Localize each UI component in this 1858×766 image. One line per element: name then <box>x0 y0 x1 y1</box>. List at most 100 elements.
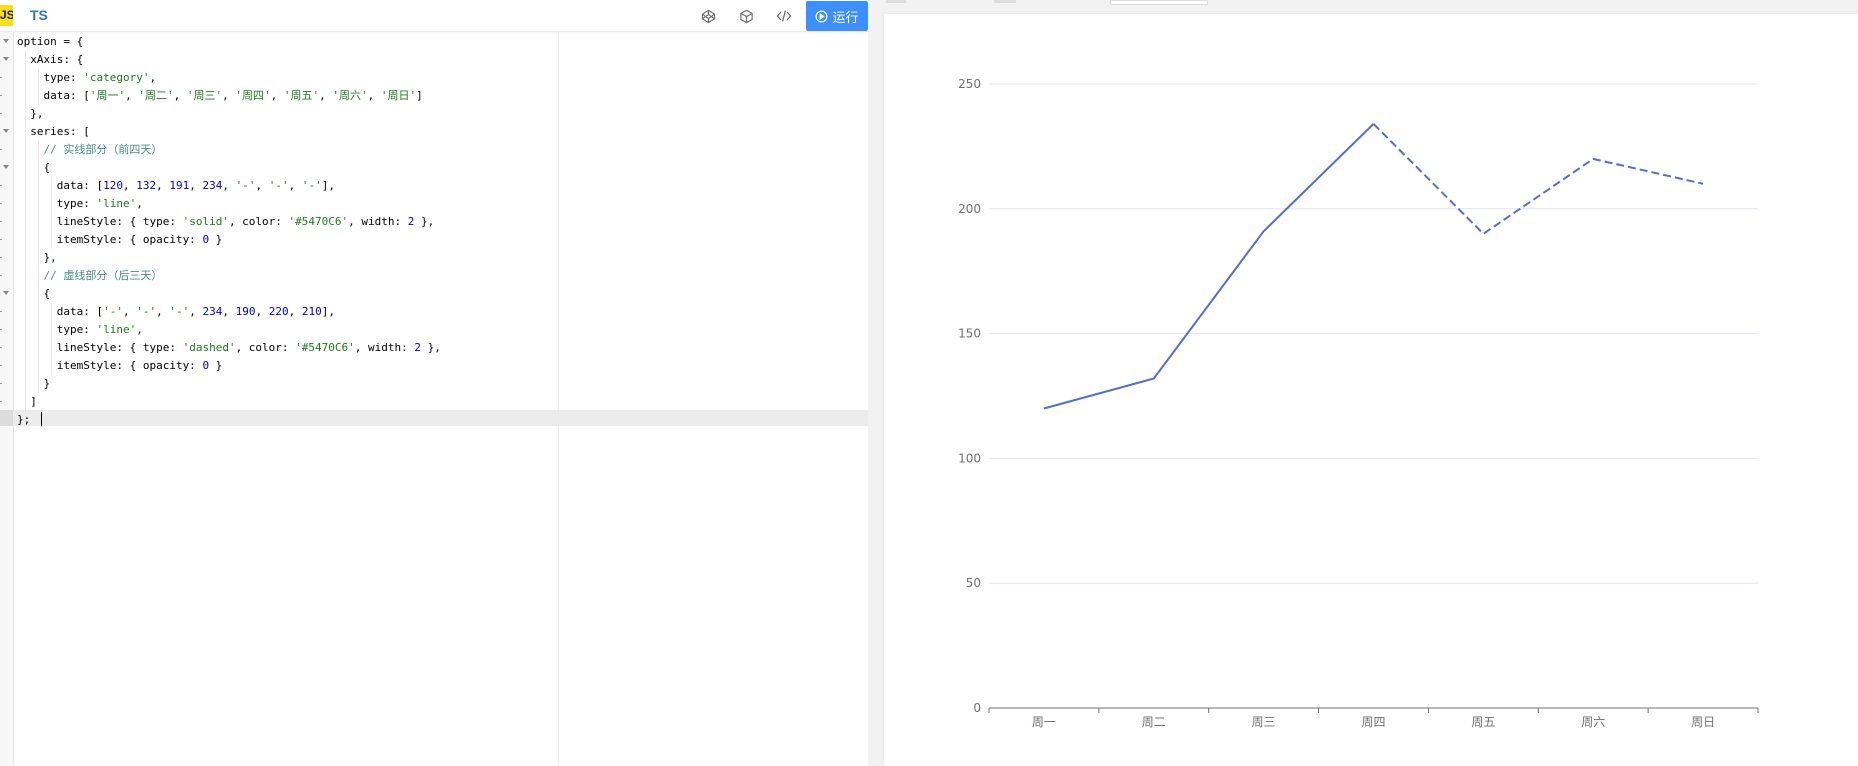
indent-guide <box>38 267 40 285</box>
line-number-marker <box>0 275 2 276</box>
code-line: xAxis: { <box>17 53 84 66</box>
indent-guide <box>25 87 26 105</box>
ts-language-tab[interactable]: TS <box>30 7 48 23</box>
indent-guide <box>25 51 26 69</box>
code-line: }, <box>17 251 57 264</box>
indent-guide <box>25 285 26 303</box>
indent-guide <box>25 141 26 159</box>
indent-guide <box>25 213 26 231</box>
indent-guide <box>38 303 40 321</box>
indent-guide <box>38 87 40 105</box>
indent-guide <box>25 321 26 339</box>
line-number-marker <box>0 329 2 330</box>
line-number-marker <box>0 401 2 402</box>
fold-toggle-icon[interactable] <box>3 165 9 169</box>
codepen-icon[interactable] <box>696 4 720 28</box>
line-number-marker <box>0 95 2 96</box>
line-number-marker <box>0 257 2 258</box>
indent-guide <box>38 159 40 177</box>
indent-guide <box>38 141 40 159</box>
indent-guide <box>51 231 53 249</box>
code-line: { <box>17 161 51 174</box>
line-number-marker <box>0 185 2 186</box>
code-line: lineStyle: { type: 'solid', color: '#547… <box>17 215 435 228</box>
x-tick-label: 周四 <box>1361 715 1385 729</box>
code-line: data: [120, 132, 191, 234, '-', '-', '-'… <box>17 179 335 192</box>
run-button-label: 运行 <box>832 10 859 26</box>
preview-tab-mark <box>1110 0 1208 5</box>
code-line: itemStyle: { opacity: 0 } <box>17 233 223 246</box>
x-tick-label: 周六 <box>1581 715 1605 729</box>
indent-guide <box>38 321 40 339</box>
code-line: }; <box>17 413 31 426</box>
y-tick-label: 250 <box>958 77 981 91</box>
code-text-area[interactable]: option = { xAxis: { type: 'category', da… <box>13 32 868 766</box>
x-tick-label: 周五 <box>1471 715 1495 729</box>
code-icon[interactable] <box>772 4 796 28</box>
editor-toolbar: JS TS 运行 <box>0 0 868 32</box>
indent-guide <box>25 339 26 357</box>
y-tick-label: 100 <box>958 451 981 465</box>
code-line: ] <box>17 395 37 408</box>
indent-guide <box>25 195 26 213</box>
y-tick-label: 50 <box>966 576 981 590</box>
x-tick-label: 周日 <box>1691 715 1715 729</box>
indent-guide <box>25 159 26 177</box>
indent-guide <box>25 249 26 267</box>
print-margin <box>558 32 559 766</box>
code-line: itemStyle: { opacity: 0 } <box>17 359 223 372</box>
line-number-marker <box>0 113 2 114</box>
indent-guide <box>25 177 26 195</box>
preview-tab-strip <box>876 0 1858 14</box>
indent-guide <box>51 303 53 321</box>
y-tick-label: 150 <box>958 327 981 341</box>
code-line: type: 'line', <box>17 323 143 336</box>
fold-toggle-icon[interactable] <box>3 39 9 43</box>
indent-guide <box>38 231 40 249</box>
code-line: lineStyle: { type: 'dashed', color: '#54… <box>17 341 441 354</box>
preview-tab-mark <box>994 0 1016 3</box>
fold-toggle-icon[interactable] <box>3 57 9 61</box>
dashed-series-line <box>1372 123 1704 235</box>
line-number-marker <box>0 365 2 366</box>
fold-toggle-icon[interactable] <box>3 129 9 133</box>
indent-guide <box>25 105 26 123</box>
code-line: { <box>17 287 51 300</box>
codesandbox-icon[interactable] <box>734 4 758 28</box>
preview-tab-mark <box>886 0 906 3</box>
js-language-badge[interactable]: JS <box>0 5 13 26</box>
fold-toggle-icon[interactable] <box>3 291 9 295</box>
x-tick-label: 周三 <box>1252 715 1276 729</box>
indent-guide <box>38 339 40 357</box>
line-number-marker <box>0 383 2 384</box>
x-tick-label: 周二 <box>1142 715 1166 729</box>
line-number-marker <box>0 149 2 150</box>
indent-guide <box>38 213 40 231</box>
play-circle-icon <box>815 10 828 22</box>
indent-guide <box>25 69 26 87</box>
line-number-gutter <box>0 32 14 766</box>
indent-guide <box>38 285 40 303</box>
code-line: // 实线部分（前四天） <box>17 143 163 156</box>
line-number-marker <box>0 347 2 348</box>
indent-guide <box>25 393 26 411</box>
indent-guide <box>38 375 40 393</box>
active-line-highlight <box>13 410 868 426</box>
indent-guide <box>25 375 26 393</box>
x-tick-label: 周一 <box>1032 715 1056 729</box>
line-number-marker <box>0 203 2 204</box>
line-number-marker <box>0 239 2 240</box>
code-line: option = { <box>17 35 84 48</box>
indent-guide <box>38 69 40 87</box>
indent-guide <box>38 177 40 195</box>
indent-guide <box>38 249 40 267</box>
indent-guide <box>38 195 40 213</box>
indent-guide <box>51 213 53 231</box>
indent-guide <box>51 339 53 357</box>
code-line: data: ['-', '-', '-', 234, 190, 220, 210… <box>17 305 335 318</box>
line-number-marker <box>0 77 2 78</box>
code-line: }, <box>17 107 44 120</box>
y-tick-label: 0 <box>973 701 981 715</box>
line-number-marker <box>0 311 2 312</box>
run-button[interactable]: 运行 <box>806 1 868 31</box>
